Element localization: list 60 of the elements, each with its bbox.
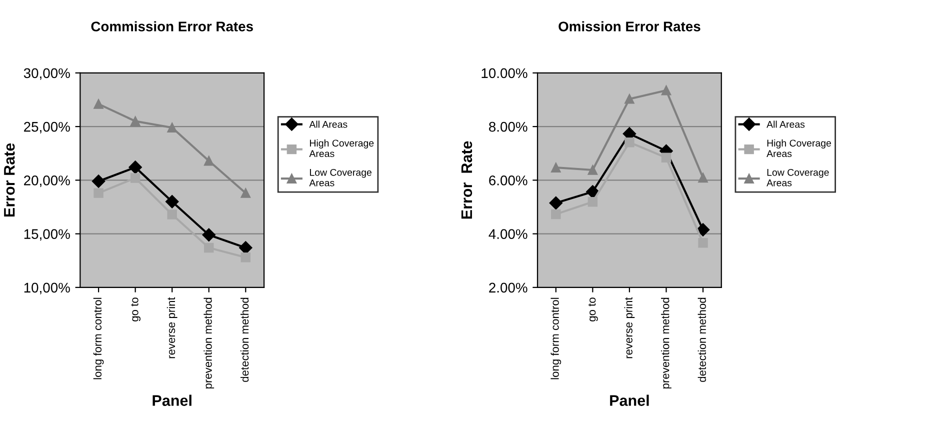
- legend-label: All Areas: [766, 120, 805, 128]
- x-tick-label: reverse print: [624, 297, 635, 358]
- y-tick-label: 2.00%: [489, 282, 528, 293]
- point: [549, 196, 562, 210]
- point: [94, 188, 104, 198]
- point: [551, 162, 561, 172]
- point: [130, 173, 140, 183]
- point: [551, 209, 561, 220]
- point: [696, 223, 710, 236]
- point: [202, 228, 216, 242]
- x-tick-label: long form control: [550, 298, 562, 380]
- y-tick-label: 4.00%: [488, 229, 528, 239]
- x-tick-label: detection method: [240, 298, 249, 382]
- point: [167, 210, 177, 220]
- x-tick-label: reverse print: [166, 297, 178, 358]
- point: [128, 160, 142, 174]
- y-tick-label: 6.00%: [489, 176, 528, 186]
- y-tick-label: 20,00%: [24, 176, 70, 187]
- point: [586, 185, 600, 198]
- chart-title: Commission Error Rates: [91, 21, 253, 32]
- y-tick-label: 10,00%: [24, 282, 70, 294]
- point: [661, 152, 672, 163]
- y-tick-label: 15,00%: [24, 229, 70, 241]
- point: [130, 116, 140, 126]
- point: [240, 252, 251, 262]
- point: [698, 238, 708, 248]
- y-tick-label: 25,00%: [24, 122, 70, 134]
- chart-title: Omission Error Rates: [558, 21, 700, 32]
- x-tick-label: go to: [588, 298, 598, 322]
- x-tick-label: detection method: [698, 298, 706, 382]
- point: [167, 122, 177, 132]
- point: [240, 188, 251, 198]
- legend-label: High Coverage Areas: [309, 139, 374, 158]
- point: [239, 241, 252, 254]
- point: [661, 85, 672, 96]
- point: [698, 172, 708, 183]
- x-tick-label: go to: [131, 298, 140, 322]
- point: [92, 174, 106, 188]
- x-tick-label: prevention method: [204, 298, 214, 388]
- y-tick-label: 30,00%: [24, 68, 70, 80]
- y-tick-label: 8.00%: [489, 122, 528, 132]
- point: [624, 138, 634, 148]
- x-axis-title: Panel: [152, 394, 192, 406]
- point: [94, 99, 104, 109]
- point: [588, 165, 598, 175]
- point: [166, 195, 179, 208]
- y-axis-title: Error Rate: [4, 143, 15, 217]
- legend-label: Low Coverage Areas: [309, 168, 372, 186]
- y-axis-title: Error Rate: [461, 141, 472, 219]
- legend-label: Low Coverage Areas: [766, 168, 829, 186]
- point: [204, 242, 214, 253]
- legend-label: All Areas: [309, 120, 348, 128]
- x-tick-label: prevention method: [661, 298, 672, 388]
- x-axis-title: Panel: [610, 394, 649, 406]
- point: [588, 197, 598, 207]
- y-tick-label: 10.00%: [482, 68, 528, 78]
- x-tick-label: long form control: [93, 298, 104, 380]
- point: [204, 156, 214, 166]
- legend-label: High Coverage Areas: [766, 139, 831, 158]
- point: [624, 94, 634, 104]
